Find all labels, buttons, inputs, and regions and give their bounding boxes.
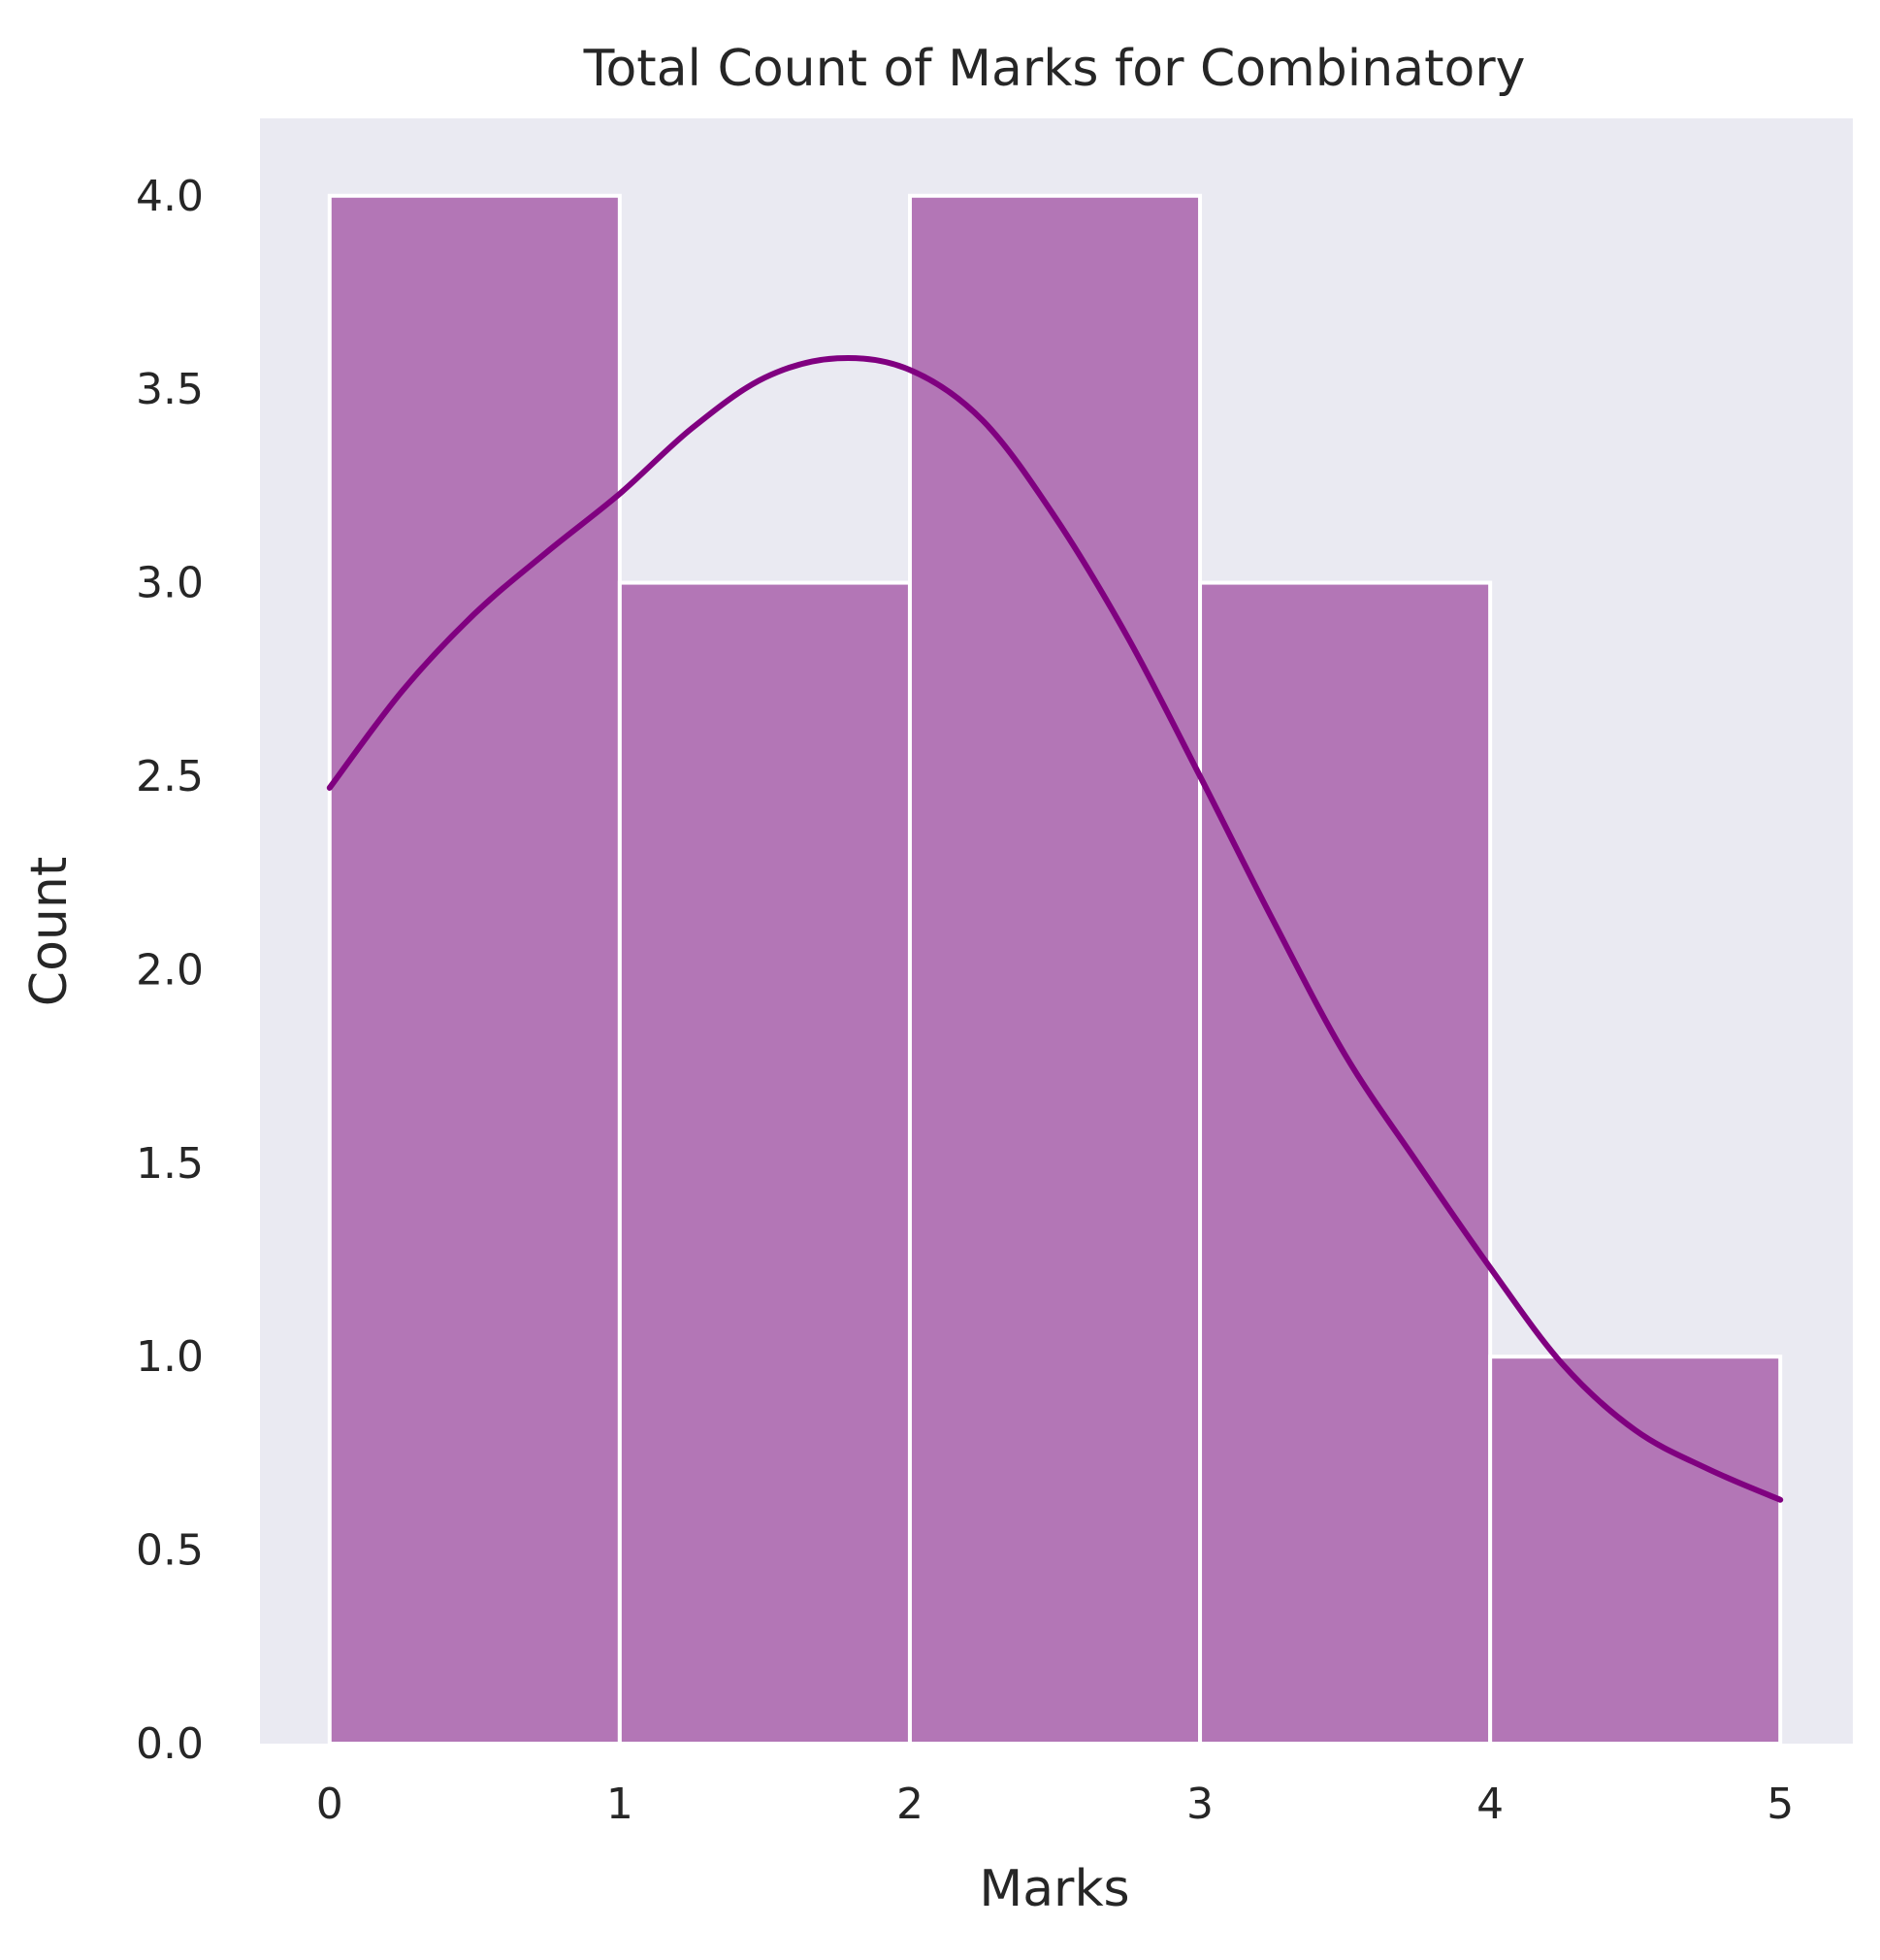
x-axis-label: Marks — [979, 1860, 1129, 1918]
histogram-bar-4 — [1488, 1355, 1783, 1746]
y-tick-label-0: 0.0 — [136, 1719, 204, 1769]
x-tick-label-4: 4 — [1476, 1780, 1504, 1829]
x-tick-label-5: 5 — [1767, 1780, 1794, 1829]
y-tick-label-1: 0.5 — [136, 1526, 204, 1576]
chart-title: Total Count of Marks for Combinatory — [583, 40, 1526, 98]
histogram-bar-3 — [1198, 580, 1493, 1746]
x-tick-label-1: 1 — [606, 1780, 633, 1829]
y-tick-label-3: 1.5 — [136, 1139, 204, 1189]
histogram-bar-1 — [617, 580, 912, 1746]
histogram-bar-0 — [327, 193, 622, 1746]
y-tick-label-6: 3.0 — [136, 559, 204, 608]
y-tick-label-5: 2.5 — [136, 752, 204, 801]
y-tick-label-7: 3.5 — [136, 365, 204, 414]
y-axis-ticks: 0.0 0.5 1.0 1.5 2.0 2.5 3.0 3.5 4.0 — [136, 172, 204, 1769]
bars-layer — [327, 193, 1783, 1746]
y-tick-label-2: 1.0 — [136, 1332, 204, 1382]
y-axis-label: Count — [20, 857, 79, 1006]
y-tick-label-8: 4.0 — [136, 172, 204, 221]
x-tick-label-3: 3 — [1186, 1780, 1214, 1829]
kde-curve — [326, 354, 1784, 1503]
x-axis-ticks: 0 1 2 3 4 5 — [316, 1780, 1794, 1829]
x-tick-label-2: 2 — [896, 1780, 924, 1829]
histogram-bar-2 — [907, 193, 1203, 1746]
x-tick-label-0: 0 — [316, 1780, 343, 1829]
y-tick-label-4: 2.0 — [136, 945, 204, 995]
